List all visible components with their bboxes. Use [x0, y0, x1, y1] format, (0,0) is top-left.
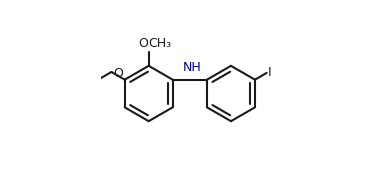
Text: CH₃: CH₃ — [149, 37, 172, 50]
Text: I: I — [268, 66, 271, 79]
Text: O: O — [138, 37, 148, 50]
Text: NH: NH — [183, 61, 202, 74]
Text: O: O — [114, 68, 124, 80]
